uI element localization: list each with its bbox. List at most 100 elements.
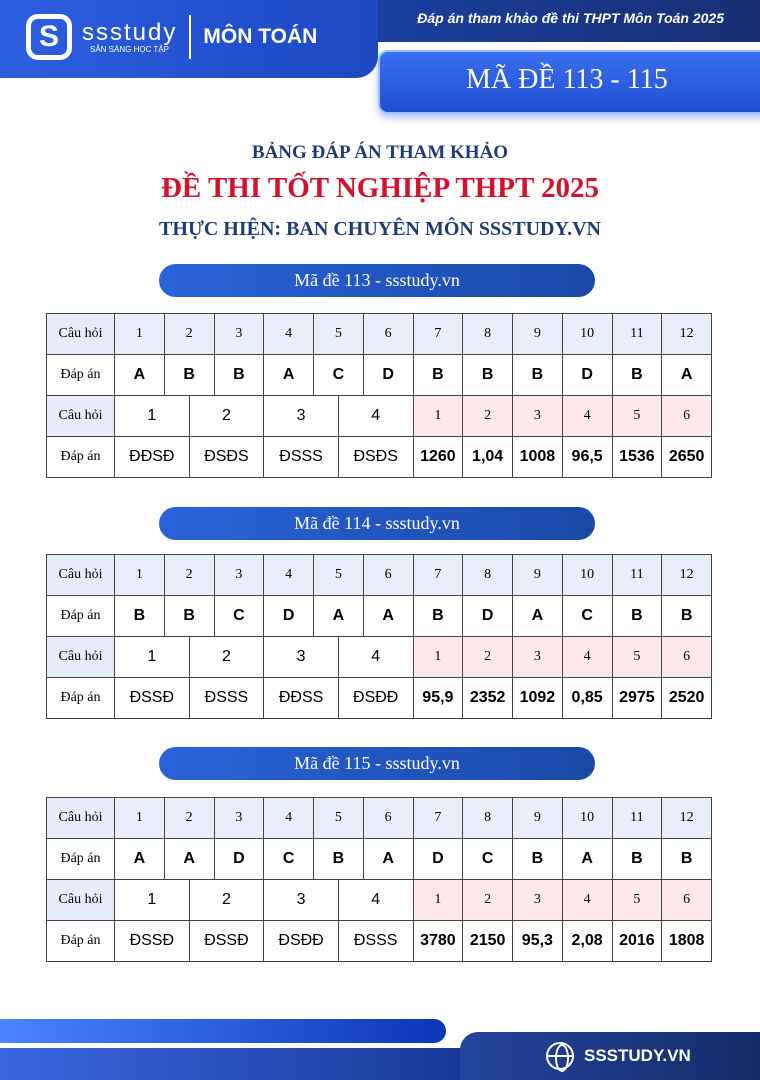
ssstudy-logo-icon: S xyxy=(26,14,72,60)
answer-cell: ĐSSS xyxy=(353,932,398,949)
answer-cell: A xyxy=(512,595,563,637)
question-number: 1 xyxy=(115,880,190,920)
question-number: 1 xyxy=(412,395,464,437)
top-title: Đáp án tham khảo đề thi THPT Môn Toán 20… xyxy=(417,10,724,26)
row-label: Câu hỏi xyxy=(46,554,115,596)
answer-cell: 3780 xyxy=(412,920,464,962)
answer-table: Câu hỏi 1 2 3 4 5 6 7 8 9 10 11 12 Đáp án B B C D A A B D A C B B… xyxy=(46,554,712,719)
question-number: 8 xyxy=(462,797,513,839)
answer-cell: B xyxy=(661,838,712,880)
question-number: 6 xyxy=(661,636,712,678)
question-number: 7 xyxy=(412,797,464,839)
question-number: 12 xyxy=(661,313,712,355)
answer-cell: ĐSĐĐ xyxy=(353,689,399,706)
question-number: 10 xyxy=(561,313,613,355)
answer-cell: ĐSSĐ xyxy=(190,921,265,961)
question-number: 3 xyxy=(213,313,265,355)
answer-table: Câu hỏi 1 2 3 4 5 6 7 8 9 10 11 12 Đáp án A B B A C D B B B D B A… xyxy=(46,313,712,478)
exam-code-range: MÃ ĐỀ 113 - 115 xyxy=(378,50,760,114)
answer-cell: A xyxy=(114,354,165,396)
answer-cell: B xyxy=(114,595,165,637)
question-number: 2 xyxy=(462,879,513,921)
answer-cell: 95,9 xyxy=(412,677,464,719)
answer-cell: ĐSĐS xyxy=(353,448,398,465)
question-number: 3 xyxy=(213,554,265,596)
row-label: Câu hỏi xyxy=(46,636,115,678)
question-number: 9 xyxy=(512,554,563,596)
row-label: Đáp án xyxy=(46,920,115,962)
answer-cell: 2650 xyxy=(661,436,712,478)
question-number: 1 xyxy=(114,313,165,355)
question-number: 9 xyxy=(512,313,563,355)
question-number: 4 xyxy=(371,407,381,424)
question-number: 11 xyxy=(611,313,663,355)
question-number: 4 xyxy=(371,648,381,665)
answer-cell: A xyxy=(362,595,414,637)
question-number: 6 xyxy=(362,313,414,355)
answer-cell: C xyxy=(313,354,364,396)
answer-cell: ĐSSS xyxy=(264,437,339,477)
row-label: Câu hỏi xyxy=(46,797,115,839)
answer-cell: D xyxy=(561,354,613,396)
answer-cell: B xyxy=(163,595,215,637)
row-label: Đáp án xyxy=(46,595,115,637)
question-number: 5 xyxy=(313,313,364,355)
answer-cell: A xyxy=(163,838,215,880)
question-number: 5 xyxy=(611,636,663,678)
answer-cell: D xyxy=(462,595,513,637)
answer-cell: ĐSSĐ xyxy=(115,678,190,718)
question-number: 6 xyxy=(362,554,414,596)
question-number: 1 xyxy=(412,636,464,678)
answer-cell: 2352 xyxy=(462,677,513,719)
question-number: 5 xyxy=(611,395,663,437)
question-number: 6 xyxy=(661,395,712,437)
question-number: 1 xyxy=(114,554,165,596)
row-label: Đáp án xyxy=(46,677,115,719)
logo-tagline: SẴN SÀNG HỌC TẬP xyxy=(90,44,169,54)
exam-title-pill: Mã đề 113 - ssstudy.vn xyxy=(159,264,595,297)
question-number: 10 xyxy=(561,797,613,839)
question-number: 11 xyxy=(611,554,663,596)
answer-cell: ĐĐSS xyxy=(264,678,339,718)
footer-site[interactable]: SSSTUDY.VN xyxy=(546,1042,691,1072)
table-row: Đáp án A B B A C D B B B D B A xyxy=(46,354,712,396)
footer-right-block xyxy=(460,1032,760,1080)
question-number: 4 xyxy=(263,313,314,355)
question-number: 5 xyxy=(313,554,364,596)
question-number: 8 xyxy=(462,554,513,596)
question-number: 2 xyxy=(190,396,265,436)
row-label: Câu hỏi xyxy=(46,313,115,355)
question-number: 7 xyxy=(412,313,464,355)
question-number: 6 xyxy=(661,879,712,921)
question-number: 11 xyxy=(611,797,663,839)
heading-line1: BẢNG ĐÁP ÁN THAM KHẢO xyxy=(251,142,509,163)
answer-cell: B xyxy=(412,595,464,637)
answer-cell: C xyxy=(263,838,314,880)
answer-cell: B xyxy=(611,354,663,396)
question-number: 2 xyxy=(462,636,513,678)
answer-cell: 95,3 xyxy=(512,920,563,962)
answer-cell: B xyxy=(313,838,364,880)
question-number: 12 xyxy=(661,554,712,596)
row-label: Đáp án xyxy=(46,838,115,880)
answer-cell: D xyxy=(263,595,314,637)
answer-cell: B xyxy=(213,354,265,396)
question-number: 1 xyxy=(412,879,464,921)
logo-text: ssstudy xyxy=(82,18,178,46)
answer-cell: A xyxy=(362,838,414,880)
logo: S ssstudy SẴN SÀNG HỌC TẬP MÔN TOÁN xyxy=(26,14,317,60)
row-label: Câu hỏi xyxy=(46,879,115,921)
answer-cell: B xyxy=(611,595,663,637)
answer-cell: B xyxy=(462,354,513,396)
answer-cell: 1,04 xyxy=(462,436,513,478)
globe-icon xyxy=(546,1042,574,1072)
heading-main: ĐỀ THI TỐT NGHIỆP THPT 2025 xyxy=(160,172,600,204)
answer-cell: ĐĐSĐ xyxy=(115,437,190,477)
answer-cell: D xyxy=(412,838,464,880)
answer-table: Câu hỏi 1 2 3 4 5 6 7 8 9 10 11 12 Đáp án A A D C B A D C B A B B… xyxy=(46,797,712,962)
question-number: 5 xyxy=(611,879,663,921)
part2-group: ĐĐSĐ ĐSĐS ĐSSS ĐSĐS xyxy=(114,436,414,478)
part2-group: ĐSSĐ ĐSSĐ ĐSĐĐ ĐSSS xyxy=(114,920,414,962)
